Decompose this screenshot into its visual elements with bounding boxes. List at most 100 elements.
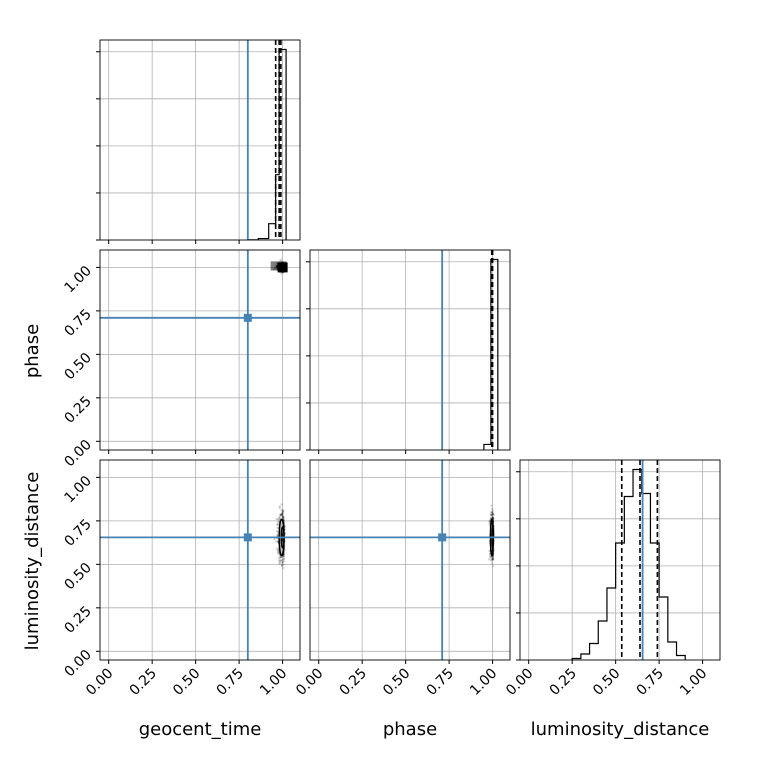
- sample-point: [282, 558, 285, 562]
- sample-point: [276, 523, 279, 527]
- sample-point: [487, 558, 491, 561]
- y-tick-label: 0.75: [61, 516, 94, 549]
- x-tick-label: 0.50: [590, 666, 623, 699]
- y-tick-label: 0.25: [61, 393, 94, 426]
- sample-point: [282, 516, 285, 520]
- sample-point: [491, 557, 494, 561]
- sample-point: [490, 513, 493, 516]
- sample-point: [489, 513, 492, 516]
- sample-point: [281, 515, 284, 518]
- sample-point: [281, 512, 284, 515]
- sample-point: [490, 511, 494, 514]
- sample-point: [281, 512, 284, 516]
- x-tick-label: 1.00: [677, 666, 710, 699]
- sample-point: [492, 513, 495, 516]
- sample-point: [281, 514, 285, 518]
- sample-point: [280, 513, 284, 516]
- sample-point: [275, 517, 278, 521]
- sample-point: [282, 557, 285, 560]
- sample-point: [280, 513, 283, 517]
- sample-point: [488, 520, 491, 523]
- sample-point: [279, 514, 282, 517]
- sample-point: [491, 555, 494, 559]
- panel-background: [100, 460, 300, 660]
- sample-point: [492, 517, 495, 520]
- sample-point: [491, 512, 495, 516]
- sample-point: [281, 515, 284, 519]
- sample-point: [277, 549, 280, 552]
- sample-point: [491, 558, 494, 561]
- sample-point: [282, 555, 285, 558]
- sample-point: [490, 504, 493, 507]
- sample-point: [275, 547, 279, 550]
- sample-point: [282, 555, 285, 558]
- sample-point: [492, 518, 495, 521]
- sample-point: [492, 564, 495, 568]
- x-tick-label: 0.25: [337, 666, 370, 699]
- sample-point: [488, 555, 492, 558]
- injection-marker: [243, 313, 252, 322]
- sample-point: [280, 514, 283, 517]
- sample-point: [282, 557, 285, 561]
- injection-marker: [438, 533, 447, 542]
- sample-point: [490, 559, 493, 562]
- histogram-luminosity_distance: [571, 468, 686, 660]
- sample-point: [490, 517, 493, 520]
- sample-point: [279, 513, 282, 516]
- sample-point: [489, 514, 492, 517]
- y-tick-label: 0.75: [61, 306, 94, 339]
- sample-point: [491, 509, 494, 512]
- sample-point: [276, 518, 280, 521]
- sample-point: [491, 511, 494, 515]
- sample-point: [278, 516, 281, 519]
- sample-point: [280, 258, 283, 261]
- sample-point: [489, 556, 492, 560]
- x-tick-label: 0.50: [170, 666, 203, 699]
- sample-point: [491, 512, 494, 515]
- sample-point: [276, 522, 279, 525]
- sample-point: [281, 563, 284, 566]
- y-tick-label: 0.25: [61, 603, 94, 636]
- sample-point: [277, 556, 281, 559]
- sample-point: [278, 561, 282, 564]
- sample-point: [278, 516, 281, 519]
- sample-point: [491, 557, 494, 560]
- sample-point: [491, 558, 494, 561]
- sample-point: [282, 517, 285, 520]
- sample-point: [282, 563, 285, 566]
- x-tick-label: 0.25: [547, 666, 580, 699]
- y-tick-label: 0.50: [61, 350, 94, 383]
- sample-point: [492, 516, 495, 519]
- scatter-samples: [270, 258, 288, 275]
- sample-point: [276, 551, 280, 554]
- sample-point: [281, 516, 284, 519]
- sample-point: [490, 507, 494, 511]
- sample-point: [491, 516, 494, 519]
- panel-frame: [519, 459, 721, 661]
- panel-phase-vs-phase: [306, 249, 511, 454]
- y-tick-label: 0.50: [61, 560, 94, 593]
- sample-point: [276, 534, 279, 537]
- x-tick-label: 0.25: [127, 666, 160, 699]
- panel-phase-vs-geocent_time: 0.00 0.25 0.50 0.75 1.00: [61, 249, 301, 470]
- panel-luminosity_distance-vs-luminosity_distance: 0.00 0.25 0.50 0.75 1.00: [503, 459, 721, 699]
- sample-point: [492, 518, 495, 521]
- sample-point: [279, 559, 282, 563]
- x-axis-label-phase: phase: [383, 719, 437, 740]
- sample-point: [280, 559, 283, 562]
- sample-point: [490, 514, 493, 517]
- sample-point: [280, 513, 283, 516]
- x-axis-label-luminosity-distance: luminosity_distance: [531, 719, 710, 740]
- x-tick-label: 0.00: [293, 666, 326, 699]
- sample-point: [281, 510, 284, 513]
- sample-point: [491, 516, 494, 519]
- panel-frame: [99, 249, 301, 451]
- sample-point: [277, 523, 280, 526]
- sample-point: [279, 559, 283, 562]
- sample-point: [278, 558, 281, 561]
- panel-background: [310, 250, 510, 450]
- scatter-samples: [487, 504, 495, 568]
- sample-point: [492, 513, 495, 516]
- panel-luminosity_distance-vs-geocent_time: 0.00 0.25 0.50 0.75 1.00 0.00 0.25 0.50 0.75 1.00: [61, 459, 301, 699]
